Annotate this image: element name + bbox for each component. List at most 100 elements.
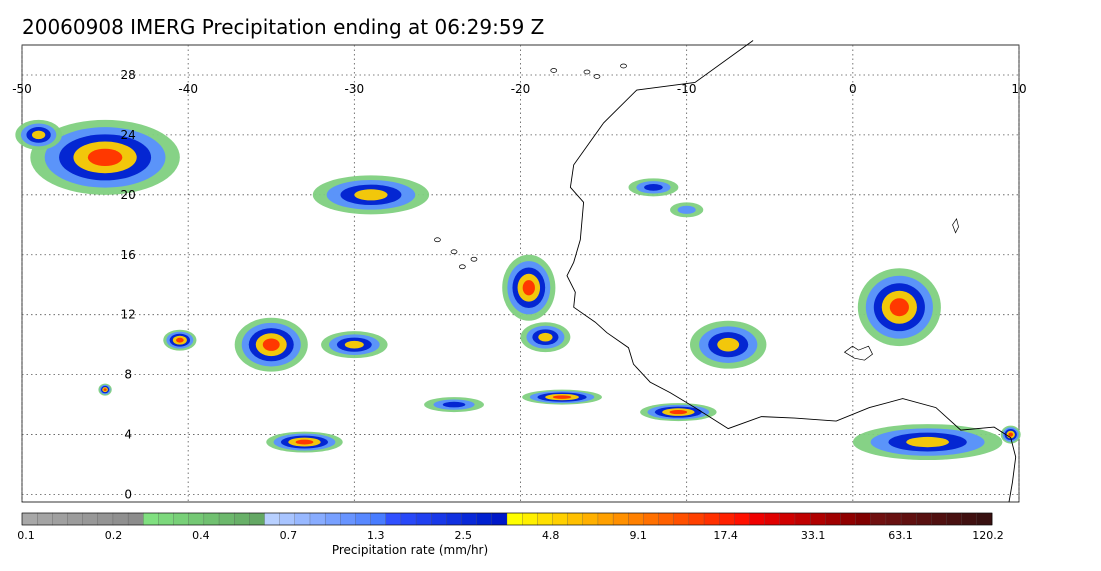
precip-contour xyxy=(717,337,740,352)
lon-tick-label: -40 xyxy=(178,82,198,96)
colorbar-swatch xyxy=(643,512,660,526)
precipitation-cell xyxy=(670,202,704,218)
island-outline xyxy=(593,74,601,79)
precip-contour xyxy=(176,337,184,343)
precipitation-cell xyxy=(857,268,941,347)
precip-contour xyxy=(522,280,535,296)
colorbar-swatch xyxy=(703,512,720,526)
island-outline xyxy=(583,69,591,75)
precipitation-cell xyxy=(852,424,1003,461)
colorbar-swatch xyxy=(764,512,781,526)
colorbar-tick-label: 1.3 xyxy=(367,529,385,542)
lat-tick-label: 0 xyxy=(124,488,132,502)
precipitation-cell xyxy=(312,175,430,215)
colorbar-swatch xyxy=(294,512,311,526)
coastline xyxy=(434,40,1017,503)
precip-contour xyxy=(677,205,696,214)
colorbar-tick-label: 0.4 xyxy=(192,529,210,542)
colorbar-swatch xyxy=(809,512,826,526)
colorbar-swatch xyxy=(21,512,38,526)
island-outline xyxy=(450,249,458,255)
map-title: 20060908 IMERG Precipitation ending at 0… xyxy=(22,15,545,39)
colorbar-swatch xyxy=(779,512,796,526)
precip-contour xyxy=(889,298,909,317)
precipitation-cell xyxy=(98,383,112,396)
colorbar-tick-label: 63.1 xyxy=(888,529,913,542)
colorbar-swatch xyxy=(582,512,599,526)
precip-contour xyxy=(354,189,388,201)
precipitation-cell xyxy=(628,178,679,197)
colorbar-swatch xyxy=(476,512,493,526)
lon-tick-label: 0 xyxy=(849,82,857,96)
colorbar-swatch xyxy=(628,512,644,526)
precipitation-cell xyxy=(502,254,556,321)
colorbar-tick-label: 4.8 xyxy=(542,529,560,542)
colorbar-swatch xyxy=(900,512,917,526)
colorbar-swatch xyxy=(673,512,690,526)
precipitation-cell xyxy=(15,119,62,150)
colorbar-swatch xyxy=(855,512,872,526)
colorbar-tick-label: 2.5 xyxy=(455,529,473,542)
colorbar-tick-label: 120.2 xyxy=(972,529,1004,542)
precipitation-cell xyxy=(424,397,484,413)
colorbar-swatch xyxy=(976,512,993,526)
colorbar-swatch xyxy=(218,512,235,526)
colorbar-tick-label: 0.2 xyxy=(105,529,123,542)
colorbar-swatch xyxy=(916,512,932,526)
precip-contour xyxy=(344,340,364,349)
lon-tick-label: -30 xyxy=(345,82,365,96)
precip-contour xyxy=(552,395,572,399)
colorbar-swatch xyxy=(37,512,53,526)
colorbar-swatch xyxy=(537,512,553,526)
precip-contour xyxy=(87,148,123,167)
colorbar-tick-label: 0.1 xyxy=(17,529,35,542)
lat-tick-label: 12 xyxy=(121,308,136,322)
colorbar-swatch xyxy=(461,512,478,526)
precipitation-layer xyxy=(15,119,1021,461)
colorbar-swatch xyxy=(370,512,387,526)
colorbar-swatch xyxy=(400,512,417,526)
colorbar-swatch xyxy=(67,512,84,526)
colorbar-swatch xyxy=(279,512,296,526)
colorbar-swatch xyxy=(143,512,159,526)
precip-contour xyxy=(644,183,663,191)
colorbar-swatch xyxy=(203,512,220,526)
colorbar-swatch xyxy=(340,512,356,526)
colorbar-swatch xyxy=(612,512,629,526)
colorbar-swatch xyxy=(961,512,978,526)
precipitation-cell xyxy=(522,389,602,405)
colorbar-swatch xyxy=(885,512,902,526)
colorbar-swatch xyxy=(825,512,841,526)
lat-tick-label: 24 xyxy=(121,128,136,142)
precip-contour xyxy=(442,401,466,408)
inland-outline xyxy=(843,345,873,361)
coastline-path xyxy=(566,40,1017,503)
island-outline xyxy=(434,237,441,243)
island-outline xyxy=(470,256,478,262)
precip-contour xyxy=(103,388,107,392)
colorbar-swatch xyxy=(658,512,675,526)
lat-tick-label: 4 xyxy=(124,428,132,442)
colorbar-tick-label: 9.1 xyxy=(629,529,647,542)
colorbar-tick-label: 17.4 xyxy=(713,529,738,542)
colorbar-swatch xyxy=(491,512,508,526)
lon-tick-label: 10 xyxy=(1011,82,1026,96)
colorbar-swatch xyxy=(870,512,887,526)
precip-contour xyxy=(262,338,280,351)
lon-tick-label: -50 xyxy=(12,82,32,96)
colorbar-swatch xyxy=(567,512,584,526)
colorbar-tick-label: 33.1 xyxy=(801,529,826,542)
precipitation-cell xyxy=(1000,425,1021,444)
precip-contour xyxy=(906,436,949,448)
lon-tick-label: -10 xyxy=(677,82,697,96)
colorbar-swatch xyxy=(552,512,569,526)
precipitation-cell xyxy=(640,403,717,422)
colorbar-swatch xyxy=(324,512,341,526)
colorbar-swatch xyxy=(749,512,766,526)
precip-contour xyxy=(1008,432,1013,437)
colorbar-swatch xyxy=(385,512,402,526)
precip-contour xyxy=(295,439,314,445)
colorbar-swatch xyxy=(415,512,432,526)
inland-outline xyxy=(952,217,959,234)
